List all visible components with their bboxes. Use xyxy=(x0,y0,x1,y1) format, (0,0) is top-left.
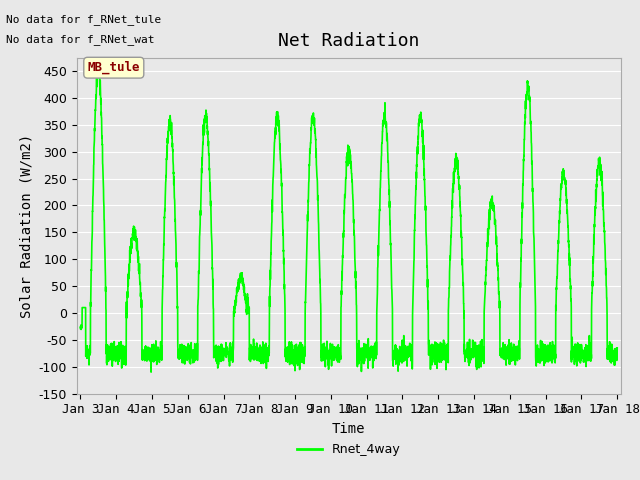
Text: No data for f_RNet_wat: No data for f_RNet_wat xyxy=(6,34,155,45)
Text: No data for f_RNet_tule: No data for f_RNet_tule xyxy=(6,14,162,25)
Text: MB_tule: MB_tule xyxy=(88,61,140,74)
Y-axis label: Solar Radiation (W/m2): Solar Radiation (W/m2) xyxy=(19,133,33,318)
Legend: Rnet_4way: Rnet_4way xyxy=(292,438,406,461)
X-axis label: Time: Time xyxy=(332,422,365,436)
Title: Net Radiation: Net Radiation xyxy=(278,33,419,50)
